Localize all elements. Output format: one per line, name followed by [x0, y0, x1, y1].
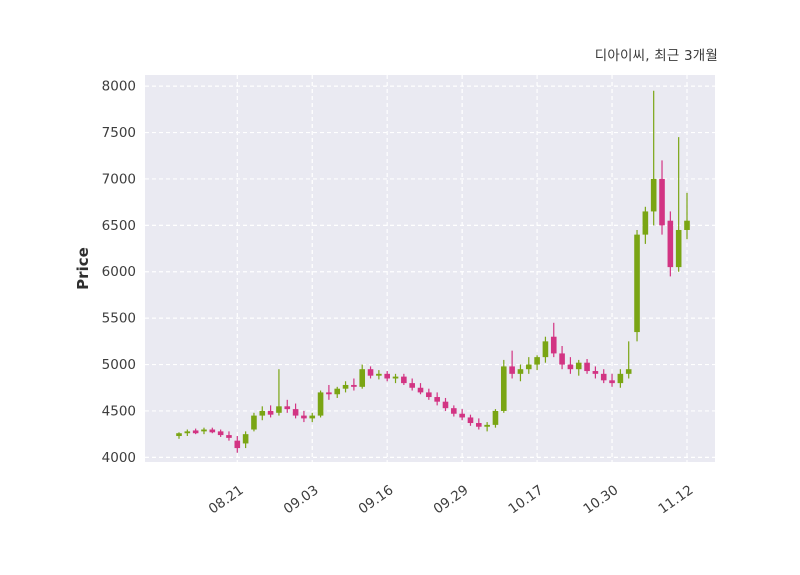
candle-body	[401, 376, 407, 384]
candle-body	[217, 431, 224, 436]
candle-body	[459, 413, 465, 418]
x-tick-label: 09.03	[281, 482, 322, 517]
candle-body	[301, 415, 307, 419]
candle-body	[634, 234, 640, 333]
y-tick-label: 7500	[102, 125, 136, 141]
candle-body	[509, 366, 515, 374]
plot-area	[145, 75, 715, 462]
candle-body	[384, 373, 390, 379]
candle-body	[259, 410, 266, 416]
x-tick-label: 09.16	[356, 482, 397, 517]
candle-body	[184, 431, 191, 434]
candle-body	[451, 408, 457, 414]
candle-body	[251, 415, 257, 430]
y-tick-label: 6500	[102, 218, 136, 234]
candle-body	[409, 383, 415, 388]
candle-body	[650, 178, 657, 212]
candle-body	[284, 406, 291, 410]
x-tick-label: 08.21	[206, 482, 247, 517]
candle-body	[234, 440, 241, 449]
candle-body	[376, 373, 382, 376]
candle-body	[342, 384, 349, 389]
candle-body	[592, 371, 599, 374]
y-tick-label: 8000	[102, 79, 136, 95]
candle-body	[417, 387, 424, 393]
y-tick-label: 5000	[102, 357, 136, 373]
candle-body	[226, 435, 232, 438]
candle-body	[484, 424, 490, 427]
chart-title: 디아이씨, 최근 3개월	[594, 48, 718, 64]
candle-body	[476, 423, 482, 427]
candle-body	[642, 211, 649, 235]
x-tick-label: 10.17	[506, 482, 547, 517]
y-tick-label: 6000	[102, 264, 136, 280]
candle-body	[392, 376, 399, 379]
candle-body	[292, 409, 299, 416]
candle-body	[584, 362, 590, 372]
candle-body	[625, 369, 632, 374]
candle-body	[426, 392, 432, 398]
x-tick-label: 11.12	[655, 482, 696, 517]
candle-body	[334, 388, 341, 395]
y-tick-label: 4000	[102, 450, 136, 466]
candle-body	[667, 220, 674, 268]
candle-body	[675, 229, 682, 268]
candle-body	[176, 433, 182, 437]
y-tick-label: 5500	[102, 311, 136, 327]
x-tick-label: 10.30	[581, 482, 622, 517]
candle-body	[201, 429, 207, 432]
candle-body	[317, 392, 324, 416]
y-tick-label: 7000	[102, 171, 136, 187]
candle-body	[559, 353, 565, 365]
candle-body	[659, 178, 665, 226]
candle-body	[567, 364, 574, 370]
candle-body	[367, 369, 374, 376]
candle-body	[309, 415, 316, 419]
candle-body	[534, 357, 540, 365]
candle-body	[550, 336, 557, 354]
candle-body	[442, 401, 449, 409]
candle-body	[467, 417, 474, 424]
candle-body	[359, 369, 366, 387]
candle-body	[600, 373, 607, 381]
candle-body	[517, 369, 524, 374]
candle-body	[209, 429, 216, 433]
y-axis-label: Price	[74, 247, 92, 290]
candle-body	[192, 430, 199, 434]
x-tick-label: 09.29	[431, 482, 472, 517]
candle-body	[500, 366, 507, 411]
candle-body	[542, 341, 549, 358]
candle-body	[242, 434, 249, 444]
candle-body	[617, 373, 624, 384]
candle-body	[575, 362, 582, 370]
candle-body	[609, 380, 615, 384]
candle-body	[276, 406, 282, 413]
candle-body	[684, 220, 690, 230]
y-tick-label: 4500	[102, 403, 136, 419]
candle-body	[434, 397, 440, 402]
candle-body	[525, 364, 532, 370]
candle-body	[492, 410, 499, 425]
candle-body	[326, 392, 332, 395]
candle-body	[267, 410, 274, 415]
candle-body	[351, 384, 357, 387]
